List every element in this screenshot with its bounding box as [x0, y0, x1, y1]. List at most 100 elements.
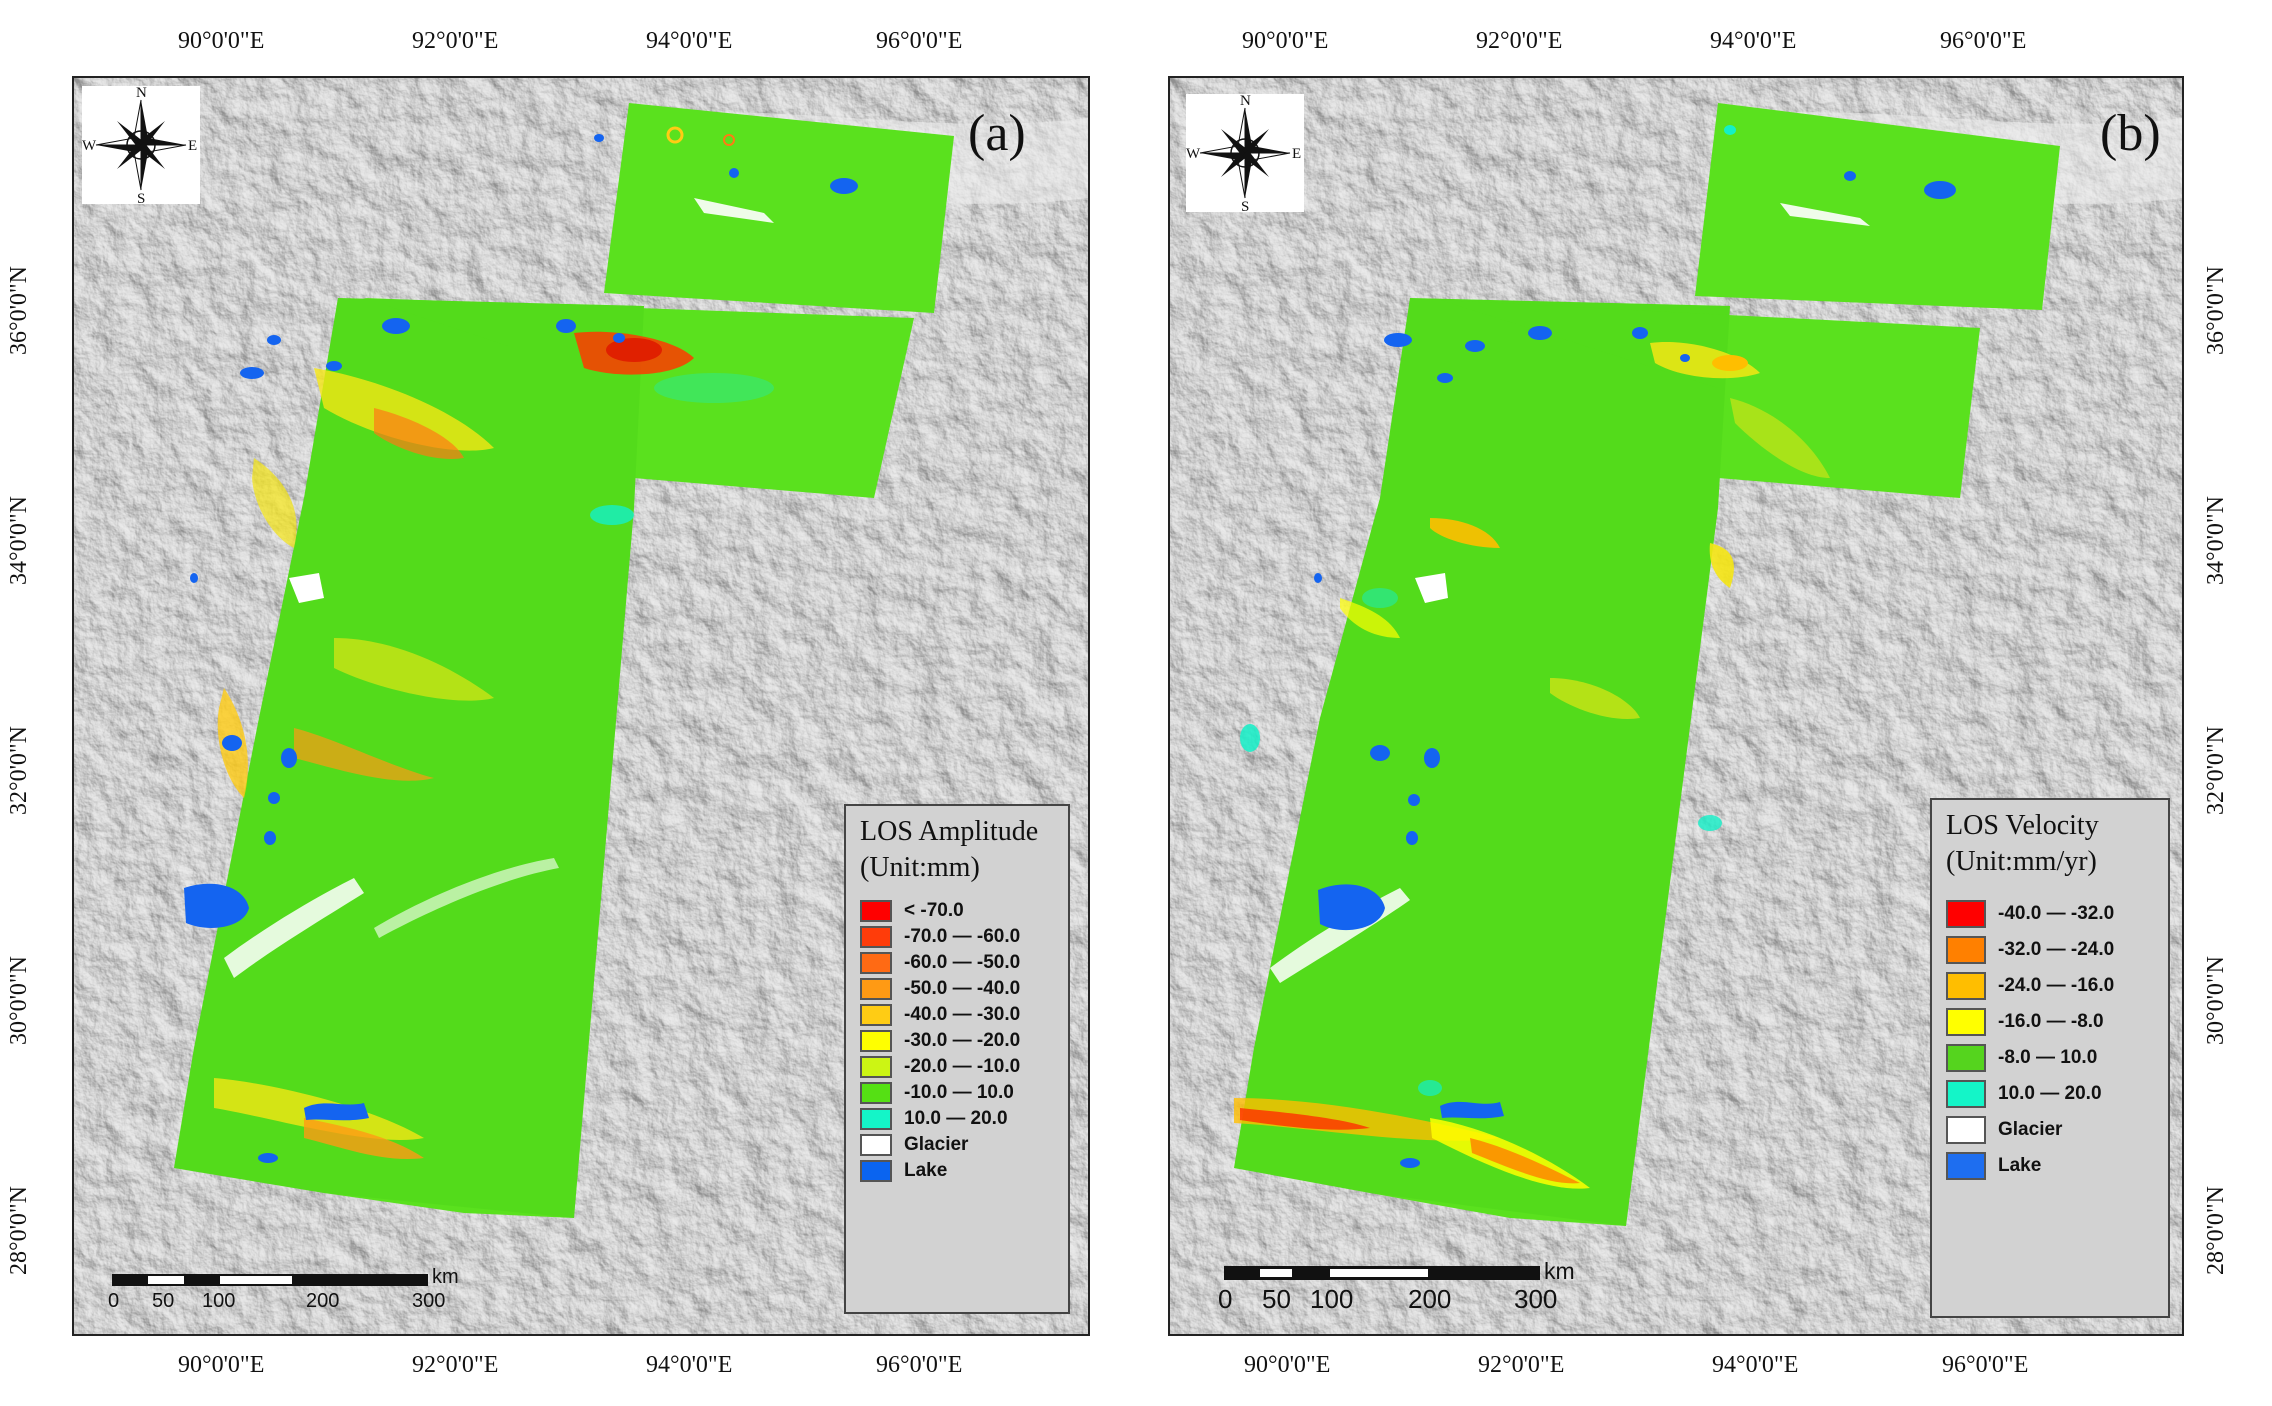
insar-coverage-block-mid: [364, 298, 914, 498]
compass-e: E: [188, 138, 197, 154]
top-lon-label: 96°0'0"E: [1940, 28, 2027, 54]
legend-label: -8.0 — 10.0: [1998, 1047, 2098, 1068]
bottom-lon-label: 90°0'0"E: [178, 1352, 265, 1378]
top-lon-label: 94°0'0"E: [646, 28, 733, 54]
legend-item: -20.0 — -10.0: [856, 1054, 1058, 1080]
north-arrow-compass: N S E W: [82, 85, 200, 207]
bottom-lon-label: 94°0'0"E: [1712, 1352, 1799, 1378]
legend-item: -60.0 — -50.0: [856, 950, 1058, 976]
lake-large: [1318, 884, 1385, 931]
compass-s: S: [1241, 199, 1249, 212]
scale-tick: 300: [1514, 1284, 1558, 1314]
legend-swatch: [1946, 936, 1986, 964]
scale-tick: 100: [1310, 1284, 1354, 1314]
map-panel-a: 90°0'0"E 92°0'0"E 94°0'0"E 96°0'0"E 36°0…: [0, 0, 1120, 1406]
legend-label: Lake: [904, 1160, 948, 1181]
right-lat-label: 32°0'0"N: [2203, 725, 2230, 816]
scale-unit: km: [1544, 1258, 1575, 1284]
legend-label: -32.0 — -24.0: [1998, 939, 2115, 960]
legend-swatch: [860, 1160, 892, 1182]
legend-item: -16.0 — -8.0: [1942, 1004, 2158, 1040]
legend-item: -10.0 — 10.0: [856, 1080, 1058, 1106]
scale-unit: km: [432, 1266, 459, 1288]
legend-title: LOS Velocity: [1946, 810, 2099, 841]
legend-label: -20.0 — -10.0: [904, 1056, 1021, 1077]
bottom-lon-label: 96°0'0"E: [1942, 1352, 2029, 1378]
left-lat-label: 30°0'0"N: [6, 955, 33, 1046]
legend-item: 10.0 — 20.0: [856, 1106, 1058, 1132]
legend-label: -16.0 — -8.0: [1998, 1011, 2104, 1032]
legend-label: -60.0 — -50.0: [904, 952, 1021, 973]
compass-w: W: [1186, 146, 1201, 162]
compass-s: S: [137, 191, 145, 204]
legend-swatch: [860, 900, 892, 922]
legend-item: Lake: [1942, 1148, 2158, 1184]
left-lat-label: 36°0'0"N: [6, 265, 33, 356]
legend-swatch: [860, 978, 892, 1000]
legend-label: -30.0 — -20.0: [904, 1030, 1021, 1051]
top-lon-label: 90°0'0"E: [178, 28, 265, 54]
legend-label: Glacier: [1998, 1119, 2063, 1140]
insar-coverage-block-mid: [1440, 300, 1980, 498]
legend-label: 10.0 — 20.0: [904, 1108, 1008, 1129]
left-lat-label: 32°0'0"N: [6, 725, 33, 816]
insar-coverage-strip: [174, 298, 644, 1218]
legend-swatch: [1946, 900, 1986, 928]
legend-swatch: [1946, 1152, 1986, 1180]
panel-label-b: (b): [2100, 105, 2161, 162]
scale-tick: 50: [1262, 1284, 1291, 1314]
legend-item: -40.0 — -30.0: [856, 1002, 1058, 1028]
right-lat-label: 28°0'0"N: [2203, 1185, 2230, 1276]
legend-item: -40.0 — -32.0: [1942, 896, 2158, 932]
legend-item: < -70.0: [856, 898, 1058, 924]
legend-swatch: [860, 1030, 892, 1052]
insar-coverage-strip: [1234, 298, 1730, 1226]
scale-tick: 0: [108, 1290, 120, 1312]
scale-tick: 200: [306, 1290, 340, 1312]
compass-e: E: [1292, 146, 1301, 162]
legend-item: -70.0 — -60.0: [856, 924, 1058, 950]
scale-bar-a: km 0 50 100 200 300: [108, 1266, 470, 1322]
legend-item: -50.0 — -40.0: [856, 976, 1058, 1002]
lake-large: [184, 883, 249, 928]
legend-swatch: [1946, 1080, 1986, 1108]
scale-bar-b: km 0 50 100 200 300: [1218, 1258, 1602, 1324]
legend-subtitle: (Unit:mm/yr): [1946, 846, 2097, 877]
scale-tick: 200: [1408, 1284, 1452, 1314]
legend-subtitle: (Unit:mm): [860, 852, 980, 883]
compass-rose-icon: N S E W: [1186, 93, 1301, 215]
legend-swatch: [860, 1082, 892, 1104]
legend-label: < -70.0: [904, 900, 964, 921]
legend-label: -40.0 — -30.0: [904, 1004, 1021, 1025]
legend-title: LOS Amplitude: [860, 816, 1039, 847]
bottom-lon-label: 94°0'0"E: [646, 1352, 733, 1378]
top-lon-label: 92°0'0"E: [412, 28, 499, 54]
legend-label: -40.0 — -32.0: [1998, 903, 2115, 924]
left-lat-label: 34°0'0"N: [6, 495, 33, 586]
legend-swatch: [860, 1056, 892, 1078]
legend-label: Glacier: [904, 1134, 969, 1155]
right-lat-label: 36°0'0"N: [2203, 265, 2230, 356]
left-lat-label: 28°0'0"N: [6, 1185, 33, 1276]
scale-tick: 100: [202, 1290, 236, 1312]
legend-a: LOS Amplitude (Unit:mm) < -70.0 -70.0 — -…: [844, 804, 1070, 1314]
legend-swatch: [1946, 972, 1986, 1000]
legend-label: -24.0 — -16.0: [1998, 975, 2115, 996]
compass-n: N: [1240, 94, 1251, 109]
compass-rose-icon: N S E W: [82, 85, 197, 207]
legend-swatch: [860, 1004, 892, 1026]
right-lat-label: 34°0'0"N: [2203, 495, 2230, 586]
legend-swatch: [860, 926, 892, 948]
legend-label: -50.0 — -40.0: [904, 978, 1021, 999]
legend-item: -24.0 — -16.0: [1942, 968, 2158, 1004]
legend-swatch: [1946, 1116, 1986, 1144]
legend-swatch: [1946, 1008, 1986, 1036]
legend-label: Lake: [1998, 1155, 2042, 1176]
top-lon-label: 92°0'0"E: [1476, 28, 1563, 54]
insar-coverage-block-top: [1695, 103, 2060, 310]
top-lon-label: 94°0'0"E: [1710, 28, 1797, 54]
bottom-lon-label: 90°0'0"E: [1244, 1352, 1331, 1378]
bottom-lon-label: 96°0'0"E: [876, 1352, 963, 1378]
top-lon-label: 96°0'0"E: [876, 28, 963, 54]
scale-tick: 0: [1218, 1284, 1233, 1314]
